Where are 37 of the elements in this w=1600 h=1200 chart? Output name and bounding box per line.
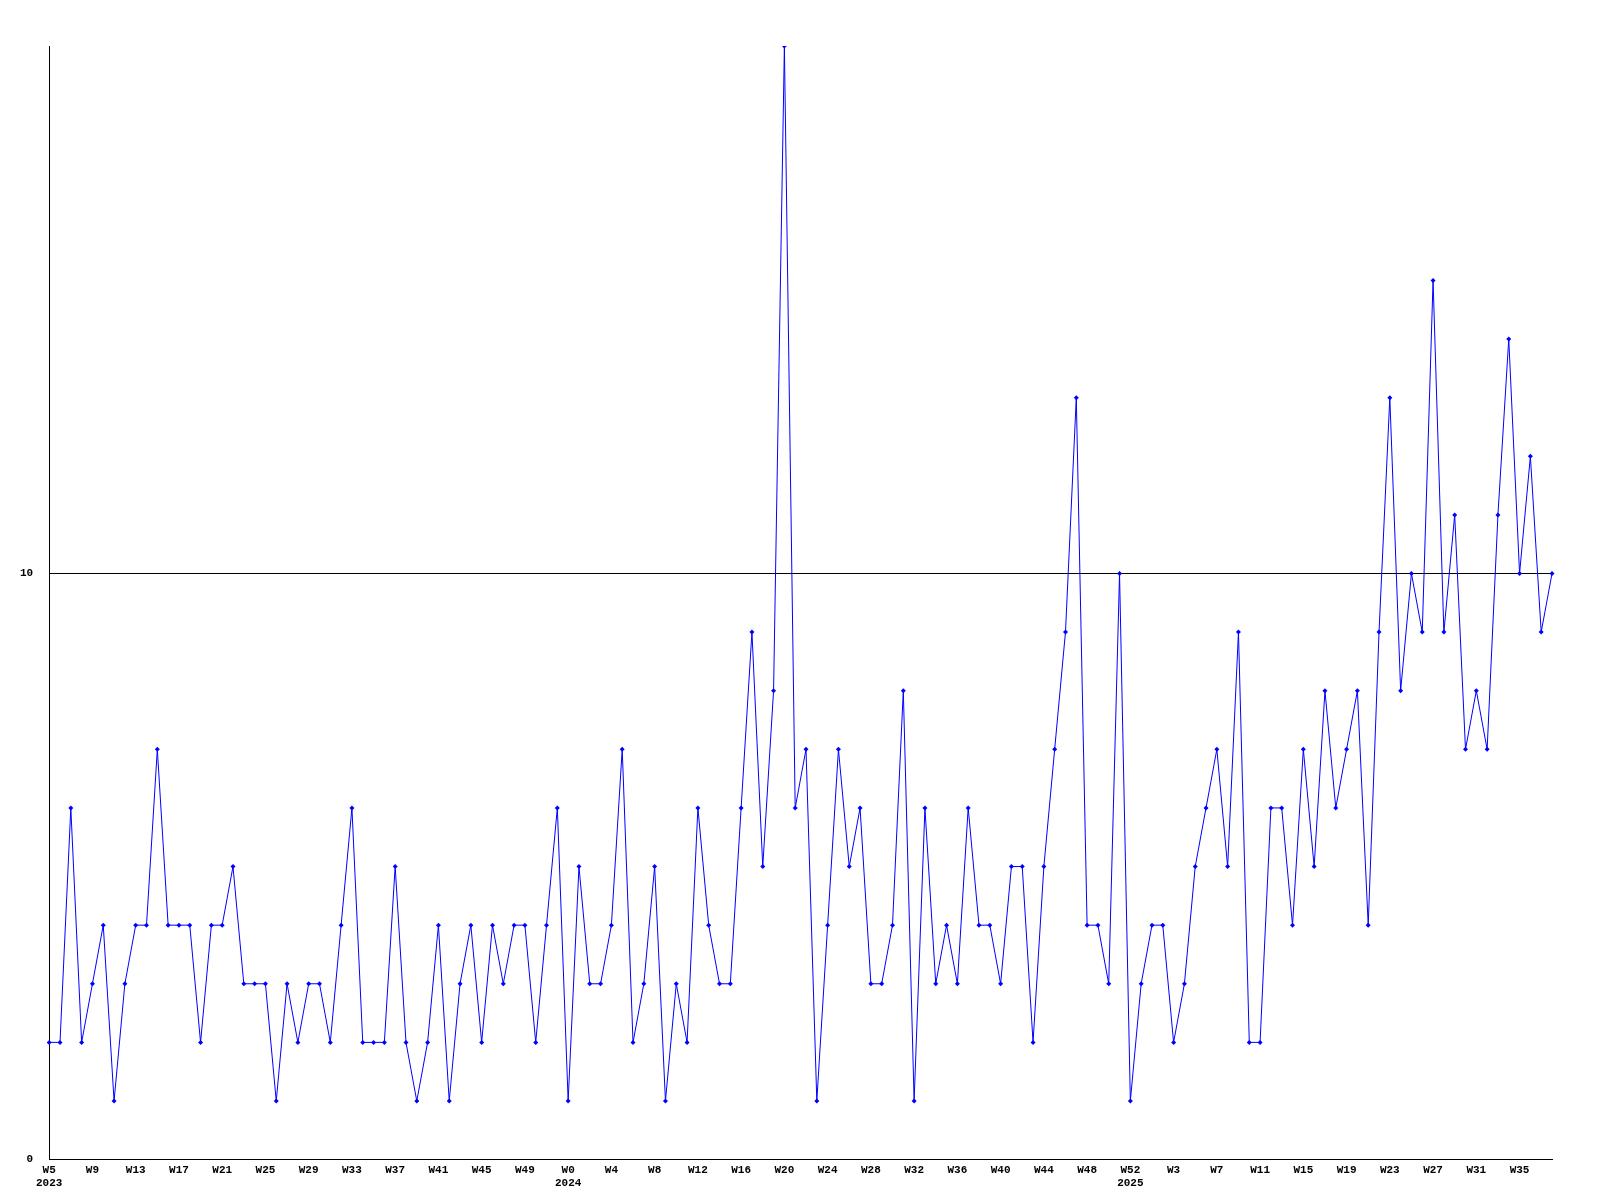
x-tick-label: W24 <box>817 1163 838 1176</box>
x-tick-label: W41 <box>428 1163 449 1176</box>
x-tick-label: W21 <box>212 1163 233 1176</box>
x-tick-label: W13 <box>125 1163 146 1176</box>
x-tick-label: W40 <box>990 1163 1011 1176</box>
x-tick-label: W4 <box>604 1163 619 1176</box>
x-tick-label: W8 <box>648 1163 662 1176</box>
x-tick-label: W29 <box>298 1163 319 1176</box>
x-tick-label: W48 <box>1077 1163 1098 1176</box>
x-tick-label: W17 <box>169 1163 189 1176</box>
x-tick-label: W20 <box>774 1163 795 1176</box>
x-tick-label: W9 <box>85 1163 100 1176</box>
x-tick-label: W52 2025 <box>1117 1163 1144 1190</box>
x-tick-label: W32 <box>904 1163 925 1176</box>
x-tick-label: W11 <box>1250 1163 1271 1176</box>
x-tick-label: W45 <box>471 1163 492 1176</box>
x-tick-label: W44 <box>1033 1163 1055 1176</box>
x-tick-label: W12 <box>687 1163 708 1176</box>
y-tick-label: 0 <box>26 1153 34 1166</box>
x-tick-label: W35 <box>1509 1163 1530 1176</box>
x-tick-label: W36 <box>947 1163 968 1176</box>
x-tick-label: W23 <box>1379 1163 1401 1176</box>
x-tick-label: W7 <box>1210 1163 1224 1176</box>
x-tick-label: W33 <box>342 1163 363 1176</box>
x-tick-label: W37 <box>385 1163 406 1176</box>
x-tick-label: W19 <box>1336 1163 1357 1176</box>
x-tick-label: W28 <box>860 1163 882 1176</box>
y-tick-label: 10 <box>20 567 34 580</box>
x-tick-label: W0 2024 <box>554 1163 582 1190</box>
x-tick-label: W5 2023 <box>36 1163 63 1190</box>
x-tick-label: W3 <box>1167 1163 1181 1176</box>
x-tick-label: W16 <box>731 1163 752 1176</box>
x-tick-label: W25 <box>255 1163 276 1176</box>
x-tick-label: W15 <box>1293 1163 1314 1176</box>
x-tick-label: W49 <box>515 1163 535 1176</box>
x-tick-label: W31 <box>1466 1163 1487 1176</box>
x-tick-label: W27 <box>1423 1163 1443 1176</box>
